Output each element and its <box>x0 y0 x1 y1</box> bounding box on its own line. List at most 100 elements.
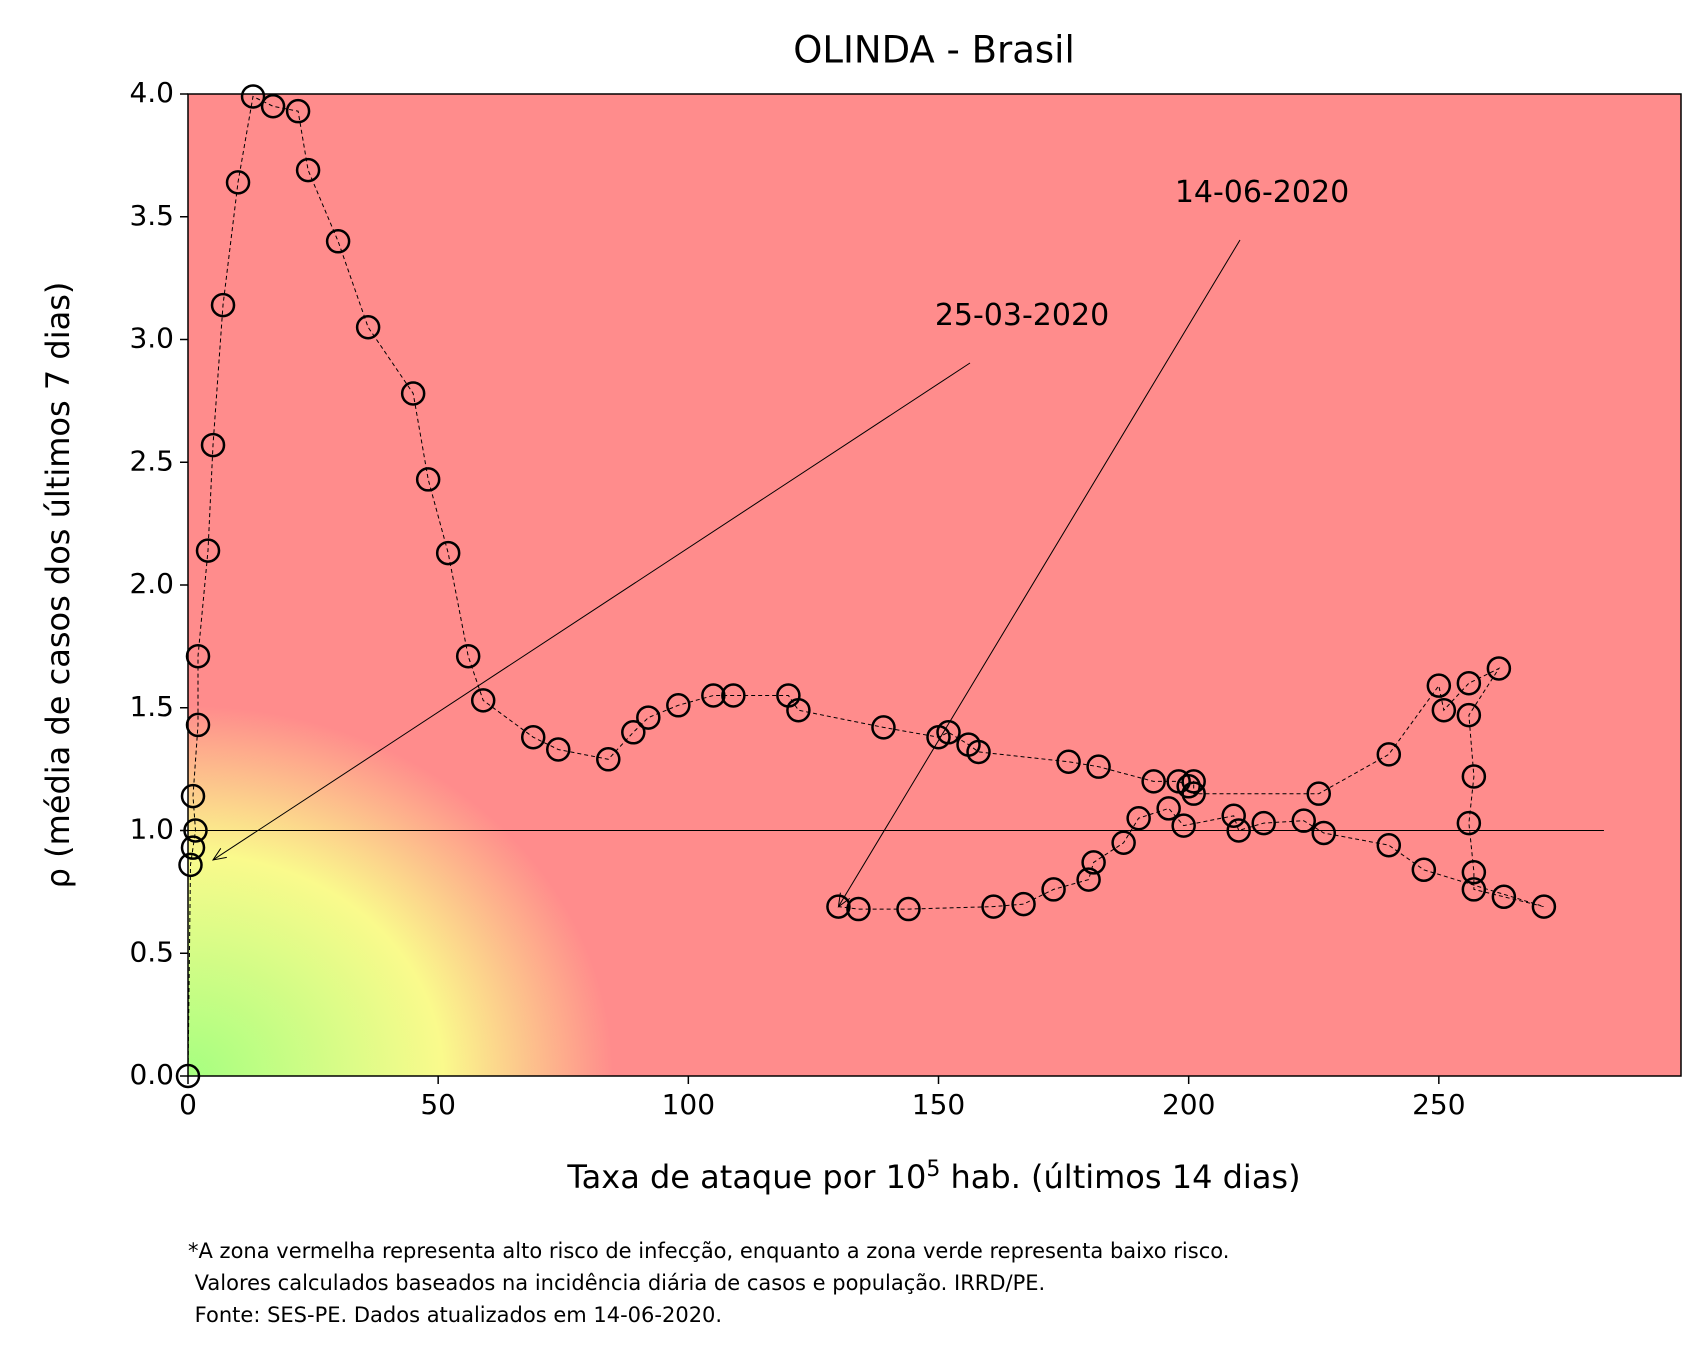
arrow-head <box>211 848 227 861</box>
point <box>701 683 726 708</box>
point <box>183 818 208 843</box>
x-label-part: hab. (últimos 14 dias) <box>940 1158 1300 1196</box>
point <box>871 715 896 740</box>
point <box>295 157 321 183</box>
x-label-sup: 5 <box>926 1157 940 1182</box>
point <box>1251 810 1276 836</box>
annotation-text: 14-06-2020 <box>1175 175 1349 210</box>
footnote: Valores calculados baseados na incidênci… <box>188 1271 1045 1295</box>
point <box>415 467 441 492</box>
point <box>636 705 661 730</box>
y-tick-label: 2.0 <box>129 567 174 600</box>
point <box>435 540 461 566</box>
annotation-arrow <box>212 362 971 861</box>
point <box>200 432 226 458</box>
point <box>1291 808 1316 833</box>
point <box>1426 673 1452 698</box>
point <box>896 896 921 922</box>
x-tick-label: 0 <box>179 1088 197 1121</box>
annotation-arrow <box>838 239 1241 907</box>
x-tick-label: 250 <box>1412 1088 1465 1121</box>
point <box>180 783 206 809</box>
y-tick-label: 3.5 <box>129 199 174 232</box>
point <box>1076 867 1101 892</box>
x-axis-label: Taxa de ataque por 105 hab. (últimos 14 … <box>566 1157 1300 1196</box>
point <box>666 693 691 718</box>
y-tick-label: 0.0 <box>129 1058 174 1091</box>
point <box>195 538 221 563</box>
point <box>936 720 961 745</box>
point <box>1041 877 1066 902</box>
point <box>596 747 621 772</box>
point <box>1486 656 1512 681</box>
point <box>185 643 211 669</box>
point <box>1461 859 1487 885</box>
point <box>400 381 426 406</box>
point <box>1111 830 1136 856</box>
point <box>1531 894 1557 919</box>
point <box>1376 832 1402 858</box>
point <box>520 724 546 750</box>
y-tick-label: 1.5 <box>129 690 174 723</box>
point <box>1311 820 1337 846</box>
green-zone <box>188 94 1681 1076</box>
x-tick-label: 150 <box>912 1088 965 1121</box>
point <box>621 720 646 745</box>
point <box>1086 754 1111 779</box>
point <box>1056 749 1081 775</box>
footnote: *A zona vermelha representa alto risco d… <box>188 1239 1229 1263</box>
point <box>1456 810 1482 836</box>
point <box>1181 781 1206 806</box>
x-label-part: Taxa de ataque por 10 <box>566 1158 926 1196</box>
point <box>325 229 351 254</box>
point <box>545 737 571 762</box>
point <box>225 170 251 195</box>
point <box>846 896 871 922</box>
point <box>1461 764 1487 789</box>
x-tick-label: 50 <box>420 1088 456 1121</box>
point <box>455 643 481 669</box>
point <box>180 835 206 860</box>
arrow-head <box>837 892 851 908</box>
annotation-text: 25-03-2020 <box>935 298 1109 333</box>
point <box>1226 818 1251 843</box>
point <box>240 84 266 109</box>
point <box>1411 857 1437 883</box>
point <box>1171 813 1196 838</box>
point <box>1176 774 1201 799</box>
point <box>1376 742 1402 767</box>
y-tick-label: 3.0 <box>129 322 174 355</box>
point <box>1491 884 1517 910</box>
trajectory-line <box>187 95 1545 1077</box>
point <box>1011 891 1036 917</box>
point <box>285 98 311 124</box>
point <box>1181 769 1206 794</box>
point <box>981 894 1006 919</box>
point <box>185 712 211 738</box>
point <box>1431 697 1457 723</box>
point <box>1456 670 1482 696</box>
point <box>786 697 811 723</box>
point <box>1126 805 1151 831</box>
point <box>1221 803 1246 829</box>
chart-title: OLINDA - Brasil <box>793 29 1074 72</box>
point <box>260 94 286 119</box>
point <box>210 292 236 318</box>
point <box>1081 850 1106 875</box>
x-tick-label: 100 <box>662 1088 715 1121</box>
x-tick-label: 200 <box>1162 1088 1215 1121</box>
point <box>826 894 851 919</box>
point <box>470 688 496 713</box>
footnote: Fonte: SES-PE. Dados atualizados em 14-0… <box>188 1303 722 1327</box>
point <box>1456 702 1482 728</box>
point <box>1461 877 1487 902</box>
y-tick-label: 2.5 <box>129 444 174 477</box>
plot-frame <box>187 93 1682 1077</box>
point <box>178 852 203 878</box>
y-tick-label: 1.0 <box>129 813 174 846</box>
y-tick-label: 0.5 <box>129 935 174 968</box>
point <box>1156 796 1181 821</box>
y-axis-label: ρ (média de casos dos últimos 7 dias) <box>39 282 77 889</box>
